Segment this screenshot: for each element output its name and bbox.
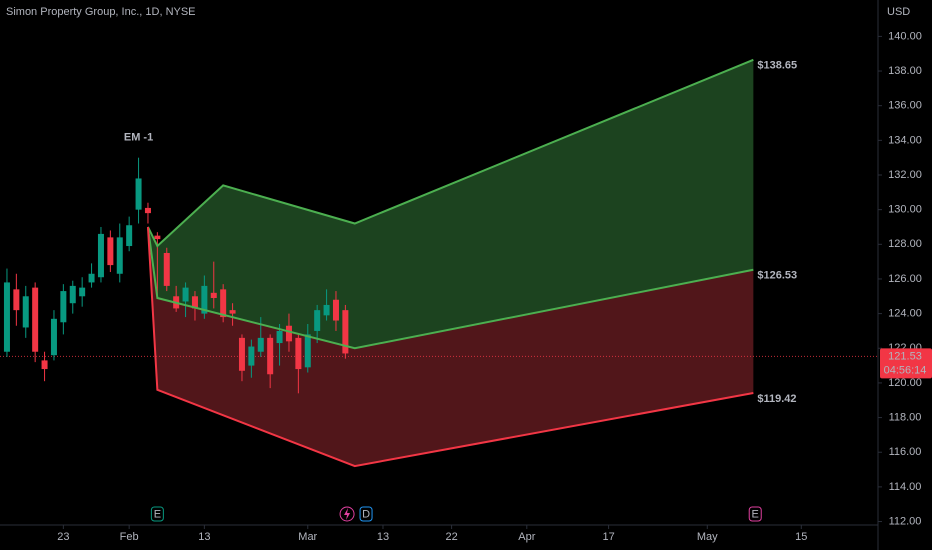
x-tick-label: 22 xyxy=(445,531,457,543)
candle-body xyxy=(60,291,67,323)
candle-body xyxy=(32,287,39,352)
band-label: $138.65 xyxy=(757,60,797,72)
candle-body xyxy=(182,287,189,302)
band-label: $119.42 xyxy=(757,393,796,405)
x-tick-label: 13 xyxy=(377,531,389,543)
candle-body xyxy=(191,296,198,309)
band-line xyxy=(146,226,754,350)
y-tick-label: 116.00 xyxy=(889,446,922,458)
y-tick-label: 120.00 xyxy=(888,377,922,389)
candle-body xyxy=(97,233,104,278)
candle-body xyxy=(323,304,330,316)
candle-body xyxy=(238,337,245,371)
candle-body xyxy=(257,337,264,352)
y-tick-label: 138.00 xyxy=(888,65,922,77)
y-tick-label: 126.00 xyxy=(888,273,922,285)
event-marker xyxy=(748,506,762,522)
candle-body xyxy=(220,289,227,318)
candle-body xyxy=(342,310,349,354)
x-tick-label: 17 xyxy=(602,531,614,543)
price-tag-countdown: 04:56:14 xyxy=(884,364,927,376)
y-axis-label: USD xyxy=(887,6,910,18)
candle-body xyxy=(22,296,29,328)
candle-body xyxy=(144,207,151,214)
x-tick-label: Feb xyxy=(120,531,139,543)
y-tick-label: 112.00 xyxy=(889,515,922,527)
split-icon-bolt xyxy=(344,508,351,520)
y-tick-label: 140.00 xyxy=(888,30,922,42)
x-tick-label: Apr xyxy=(518,531,535,543)
x-tick-label: 13 xyxy=(198,531,210,543)
chart-title: Simon Property Group, Inc., 1D, NYSE xyxy=(6,6,196,18)
x-tick-label: Mar xyxy=(298,531,317,543)
event-label: D xyxy=(362,508,370,520)
x-tick-label: May xyxy=(697,531,718,543)
candle-body xyxy=(13,289,20,311)
candle-body xyxy=(116,237,123,274)
event-marker xyxy=(150,506,164,522)
annotation: EM -1 xyxy=(124,132,153,144)
candle-body xyxy=(229,310,236,314)
y-tick-label: 130.00 xyxy=(888,204,922,216)
candle-body xyxy=(201,285,208,314)
candle-body xyxy=(295,337,302,370)
candle-body xyxy=(314,310,321,331)
candle-body xyxy=(3,282,10,352)
band-fill xyxy=(147,59,754,349)
candle-body xyxy=(135,178,142,210)
y-tick-label: 124.00 xyxy=(888,308,922,320)
price-tag xyxy=(880,348,932,379)
candle-body xyxy=(41,360,48,370)
candle-body xyxy=(126,225,133,247)
band-line xyxy=(147,58,754,248)
price-tag-value: 121.53 xyxy=(888,350,922,362)
band-line xyxy=(146,226,754,468)
y-tick-label: 132.00 xyxy=(888,169,922,181)
y-tick-label: 118.00 xyxy=(889,411,922,423)
candle-body xyxy=(304,334,311,368)
candle-body xyxy=(248,346,255,366)
candle-body xyxy=(50,318,57,356)
split-icon xyxy=(339,506,355,522)
candle-body xyxy=(79,287,86,297)
event-label: E xyxy=(154,508,161,520)
y-tick-label: 134.00 xyxy=(888,134,922,146)
candle-body xyxy=(69,285,76,304)
candle-body xyxy=(276,330,283,344)
candle-body xyxy=(210,292,217,299)
band-fill xyxy=(147,226,754,467)
candle-body xyxy=(285,325,292,342)
y-tick-label: 114.00 xyxy=(889,481,922,493)
candle-body xyxy=(163,252,170,286)
event-label: E xyxy=(752,508,759,520)
event-marker xyxy=(359,506,373,522)
candle-body xyxy=(154,235,161,240)
y-tick-label: 128.00 xyxy=(888,238,922,250)
candle-body xyxy=(332,299,339,321)
x-tick-label: 15 xyxy=(795,531,807,543)
candle-body xyxy=(107,237,114,266)
x-tick-label: 23 xyxy=(57,531,69,543)
candle-body xyxy=(267,337,274,375)
candle-body xyxy=(88,273,95,283)
y-tick-label: 136.00 xyxy=(888,100,922,112)
band-label: $126.53 xyxy=(757,270,797,282)
